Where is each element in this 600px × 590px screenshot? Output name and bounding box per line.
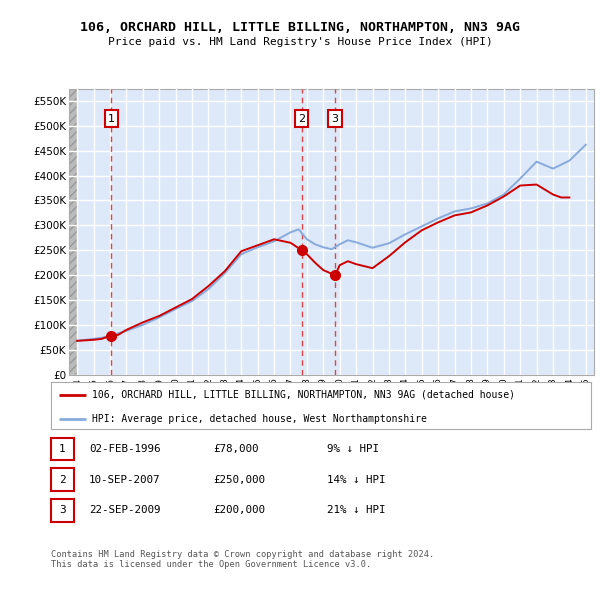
- Text: 1: 1: [108, 113, 115, 123]
- Text: 2: 2: [298, 113, 305, 123]
- Text: 3: 3: [332, 113, 338, 123]
- Text: 22-SEP-2009: 22-SEP-2009: [89, 506, 160, 515]
- Text: 2: 2: [59, 475, 66, 484]
- Text: Contains HM Land Registry data © Crown copyright and database right 2024.
This d: Contains HM Land Registry data © Crown c…: [51, 550, 434, 569]
- Text: 02-FEB-1996: 02-FEB-1996: [89, 444, 160, 454]
- Text: 10-SEP-2007: 10-SEP-2007: [89, 475, 160, 484]
- Text: 106, ORCHARD HILL, LITTLE BILLING, NORTHAMPTON, NN3 9AG (detached house): 106, ORCHARD HILL, LITTLE BILLING, NORTH…: [91, 390, 515, 400]
- Text: £200,000: £200,000: [213, 506, 265, 515]
- Text: 106, ORCHARD HILL, LITTLE BILLING, NORTHAMPTON, NN3 9AG: 106, ORCHARD HILL, LITTLE BILLING, NORTH…: [80, 21, 520, 34]
- Text: £78,000: £78,000: [213, 444, 259, 454]
- Text: £250,000: £250,000: [213, 475, 265, 484]
- Text: Price paid vs. HM Land Registry's House Price Index (HPI): Price paid vs. HM Land Registry's House …: [107, 37, 493, 47]
- Text: 14% ↓ HPI: 14% ↓ HPI: [327, 475, 386, 484]
- Bar: [69, 88, 77, 375]
- Text: HPI: Average price, detached house, West Northamptonshire: HPI: Average price, detached house, West…: [91, 414, 427, 424]
- Text: 3: 3: [59, 506, 66, 515]
- Text: 9% ↓ HPI: 9% ↓ HPI: [327, 444, 379, 454]
- Text: 21% ↓ HPI: 21% ↓ HPI: [327, 506, 386, 515]
- Text: 1: 1: [59, 444, 66, 454]
